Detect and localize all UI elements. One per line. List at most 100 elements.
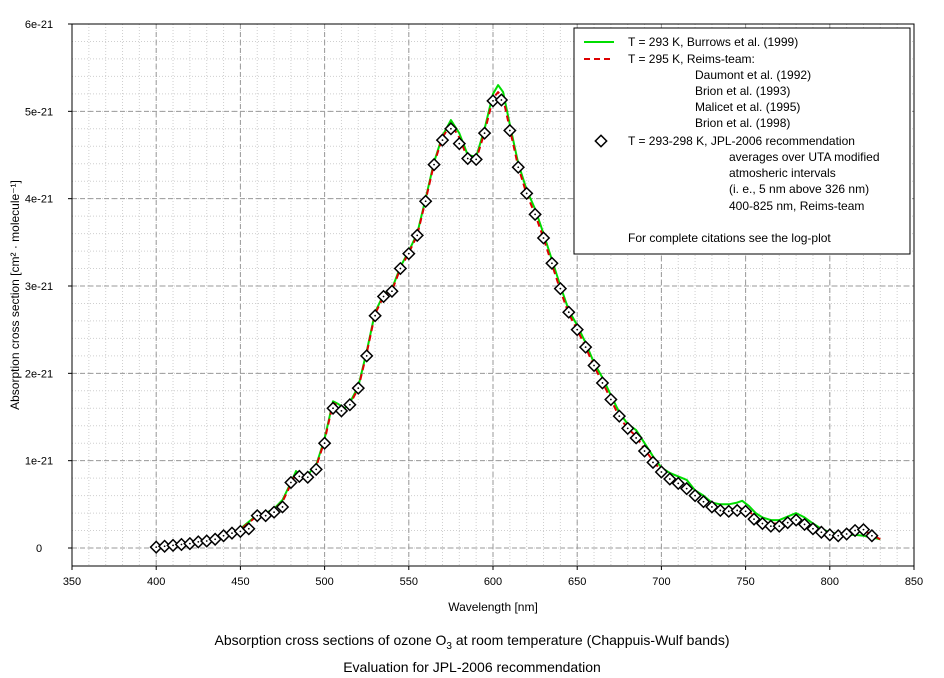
y-axis-label: Absorption cross section [cm² · molecule… bbox=[8, 180, 22, 410]
jpl-data-point bbox=[730, 503, 744, 518]
x-tick-label: 650 bbox=[568, 576, 586, 588]
jpl-data-point bbox=[494, 93, 509, 107]
jpl-data-point bbox=[418, 194, 433, 209]
caption-subscript: 3 bbox=[446, 640, 452, 652]
jpl-data-point bbox=[570, 322, 584, 337]
jpl-data-point bbox=[427, 157, 441, 172]
jpl-data-point bbox=[503, 123, 517, 138]
jpl-data-point bbox=[646, 455, 660, 470]
legend-text-burrows: T = 293 K, Burrows et al. (1999) bbox=[628, 35, 798, 49]
y-tick-label: 6e-21 bbox=[25, 19, 53, 31]
legend-text-reims: T = 295 K, Reims-team: bbox=[628, 52, 755, 66]
jpl-data-point bbox=[376, 289, 391, 304]
series-markers bbox=[149, 93, 879, 554]
y-tick-label: 4e-21 bbox=[25, 194, 53, 206]
jpl-data-point bbox=[174, 537, 189, 552]
jpl-data-point bbox=[629, 431, 643, 445]
chart: 350 400 450 500 550 600 650 700 750 800 850 0 1e-21 2… bbox=[8, 19, 923, 614]
jpl-data-point bbox=[696, 494, 711, 509]
jpl-data-point bbox=[587, 358, 601, 373]
caption-suffix: at room temperature (Chappuis-Wulf bands… bbox=[451, 632, 730, 648]
jpl-data-point bbox=[713, 503, 728, 518]
jpl-data-point bbox=[848, 523, 862, 538]
x-tick-label: 850 bbox=[905, 576, 923, 588]
jpl-data-point bbox=[671, 476, 685, 491]
jpl-data-point bbox=[578, 340, 593, 354]
legend-note: For complete citations see the log-plot bbox=[628, 231, 831, 245]
jpl-data-point bbox=[166, 538, 180, 553]
jpl-data-point bbox=[637, 444, 652, 458]
jpl-data-point bbox=[511, 160, 525, 174]
jpl-data-point bbox=[149, 540, 163, 554]
caption-prefix: Absorption cross sections of ozone O bbox=[214, 632, 447, 648]
y-tick-label: 5e-21 bbox=[25, 106, 53, 118]
jpl-data-point bbox=[679, 481, 694, 496]
legend-text-brion-1993: Brion et al. (1993) bbox=[695, 84, 790, 98]
jpl-data-point bbox=[284, 475, 298, 490]
jpl-data-point bbox=[688, 488, 702, 503]
x-tick-label: 400 bbox=[147, 576, 165, 588]
jpl-data-point bbox=[368, 308, 382, 323]
jpl-data-point bbox=[747, 512, 761, 526]
jpl-data-point bbox=[621, 421, 635, 436]
jpl-data-point bbox=[267, 505, 281, 519]
jpl-data-point bbox=[402, 246, 416, 261]
legend-swatch-jpl bbox=[594, 134, 608, 148]
jpl-data-point bbox=[797, 517, 812, 532]
jpl-data-point bbox=[764, 519, 778, 533]
caption-line-2: Evaluation for JPL-2006 recommendation bbox=[343, 658, 601, 675]
jpl-data-point bbox=[309, 462, 323, 477]
jpl-data-point bbox=[595, 376, 610, 390]
legend-text-jpl-line5: 400-825 nm, Reims-team bbox=[729, 199, 864, 213]
legend-text-daumont: Daumont et al. (1992) bbox=[695, 68, 811, 82]
jpl-data-point bbox=[604, 392, 618, 407]
jpl-data-point bbox=[410, 228, 424, 243]
jpl-data-point bbox=[191, 535, 206, 549]
jpl-data-point bbox=[317, 436, 332, 450]
jpl-data-point bbox=[452, 136, 467, 151]
x-tick-label: 350 bbox=[63, 576, 81, 588]
jpl-data-point bbox=[545, 256, 559, 271]
jpl-data-point bbox=[553, 281, 568, 296]
jpl-data-point bbox=[486, 94, 500, 108]
jpl-data-point bbox=[663, 472, 677, 486]
jpl-data-point bbox=[469, 152, 483, 167]
legend: T = 293 K, Burrows et al. (1999) T = 295… bbox=[573, 27, 911, 255]
jpl-data-point bbox=[528, 207, 542, 222]
chart-caption: Absorption cross sections of ozone O3 at… bbox=[0, 630, 944, 677]
y-tick-label: 1e-21 bbox=[25, 456, 53, 468]
x-tick-label: 500 bbox=[315, 576, 333, 588]
jpl-data-point bbox=[612, 409, 627, 423]
x-axis-label: Wavelength [nm] bbox=[448, 600, 538, 614]
jpl-data-point bbox=[275, 500, 290, 514]
legend-text-brion-1998: Brion et al. (1998) bbox=[695, 116, 790, 130]
legend-text-jpl-line4: (i. e., 5 nm above 326 nm) bbox=[729, 182, 869, 196]
jpl-data-point bbox=[250, 508, 264, 523]
legend-box bbox=[573, 27, 911, 255]
legend-text-jpl-line3: atmosheric intervals bbox=[729, 166, 836, 180]
x-tick-label: 600 bbox=[484, 576, 502, 588]
jpl-data-point bbox=[461, 151, 475, 166]
jpl-data-point bbox=[242, 522, 256, 536]
jpl-data-point bbox=[301, 470, 315, 484]
jpl-data-point bbox=[789, 513, 803, 527]
jpl-data-point bbox=[334, 404, 349, 418]
legend-text-jpl: T = 293-298 K, JPL-2006 recommendation bbox=[628, 134, 855, 148]
jpl-data-point bbox=[359, 349, 374, 363]
jpl-data-point bbox=[865, 529, 879, 543]
y-tick-label: 3e-21 bbox=[25, 281, 53, 293]
jpl-data-point bbox=[477, 126, 492, 140]
jpl-data-point bbox=[654, 465, 669, 479]
jpl-data-point bbox=[519, 186, 534, 201]
x-tick-label: 750 bbox=[736, 576, 754, 588]
jpl-data-point bbox=[343, 398, 357, 412]
x-tick-label: 700 bbox=[652, 576, 670, 588]
jpl-data-point bbox=[823, 528, 837, 542]
jpl-data-point bbox=[157, 539, 172, 553]
legend-text-jpl-line2: averages over UTA modified bbox=[729, 150, 880, 164]
jpl-data-point bbox=[393, 261, 408, 276]
jpl-data-point bbox=[722, 504, 736, 519]
jpl-data-point bbox=[385, 284, 399, 298]
legend-text-malicet: Malicet et al. (1995) bbox=[695, 100, 800, 114]
x-tick-label: 550 bbox=[400, 576, 418, 588]
